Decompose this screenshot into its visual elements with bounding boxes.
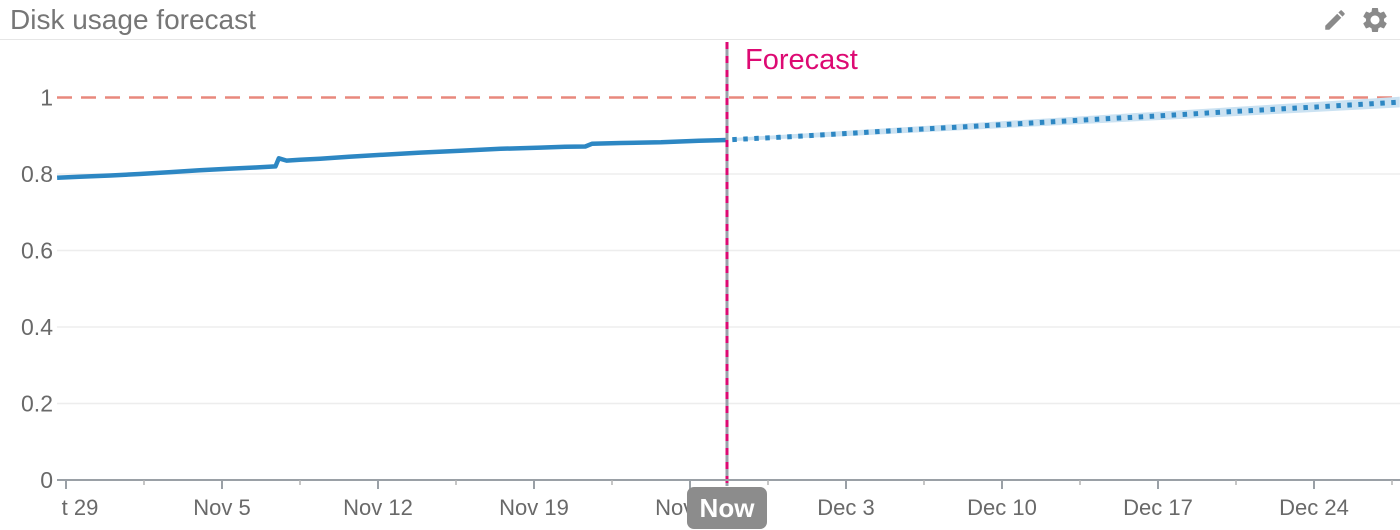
y-tick-label-0_4: 0.4: [21, 314, 53, 340]
y-tick-label-0: 0: [40, 467, 53, 493]
now-badge: Now: [686, 487, 767, 529]
x-tick-label-dec10: Dec 10: [967, 495, 1037, 520]
y-tick-label-0_8: 0.8: [21, 161, 53, 187]
x-tick-label-nov19: Nov 19: [499, 495, 569, 520]
forecast-region-label: Forecast: [745, 44, 858, 76]
edit-button[interactable]: [1322, 7, 1348, 33]
x-tick-label-nov12: Nov 12: [343, 495, 413, 520]
y-axis-labels: 0 0.2 0.4 0.6 0.8 1: [21, 85, 53, 494]
gear-icon: [1360, 5, 1390, 35]
x-tick-label-dec17: Dec 17: [1123, 495, 1193, 520]
now-badge-label: Now: [700, 493, 756, 523]
pencil-icon: [1322, 7, 1348, 33]
x-tick-marks: [65, 480, 1393, 489]
header-actions: [1322, 5, 1390, 35]
y-tick-label-0_6: 0.6: [21, 238, 53, 264]
x-tick-label-dec24: Dec 24: [1279, 495, 1349, 520]
x-tick-label-nov5: Nov 5: [193, 495, 250, 520]
forecast-line: [732, 99, 1400, 143]
panel-header: Disk usage forecast: [0, 0, 1400, 40]
x-tick-label-oct29: t 29: [62, 495, 99, 520]
history-line: [56, 137, 728, 181]
now-badge-background: [686, 487, 767, 529]
y-tick-label-1: 1: [40, 85, 53, 111]
x-tick-label-dec3: Dec 3: [817, 495, 874, 520]
grid-lines: [57, 173, 1400, 405]
settings-button[interactable]: [1360, 5, 1390, 35]
page-title: Disk usage forecast: [10, 3, 256, 35]
y-tick-label-0_2: 0.2: [21, 391, 53, 417]
